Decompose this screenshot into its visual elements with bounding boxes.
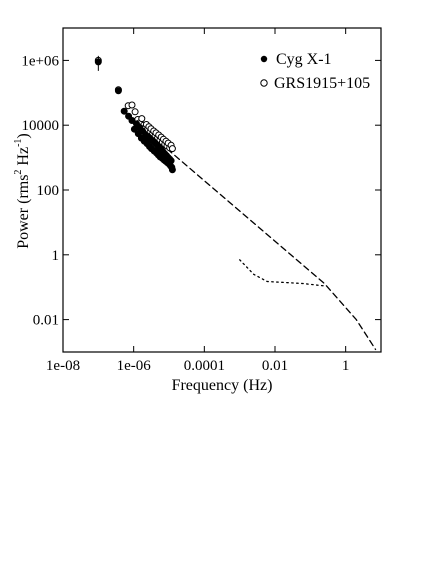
legend-marker-grs1915 — [260, 79, 268, 87]
axis-ticks: 1e-08 1e-06 0.0001 0.01 1 1e+06 10000 100 1 0.01 — [21, 28, 381, 374]
y-axis-label: Power (rms2 Hz-1) — [13, 133, 32, 249]
legend-label-grs1915: GRS1915+105 — [274, 75, 370, 92]
cyg-x1-point — [167, 157, 175, 165]
x-tick-label: 1e-08 — [46, 358, 80, 374]
y-tick-label: 100 — [37, 183, 60, 199]
x-tick-label: 0.0001 — [184, 358, 225, 374]
x-tick-label: 0.01 — [262, 358, 288, 374]
grs1915-point — [138, 115, 146, 123]
data-points — [94, 55, 176, 174]
x-tick-label: 1 — [342, 358, 350, 374]
cyg-x1-point — [114, 87, 122, 95]
y-tick-label: 0.01 — [33, 313, 59, 329]
x-axis-label: Frequency (Hz) — [172, 377, 273, 394]
y-tick-label: 1e+06 — [21, 53, 59, 69]
dotted-model-line — [239, 259, 326, 287]
y-tick-label: 10000 — [22, 118, 60, 134]
cyg-x1-point — [168, 166, 176, 174]
x-tick-label: 1e-06 — [117, 358, 152, 374]
grs1915-point — [131, 108, 139, 116]
legend-marker-cyg-x1 — [260, 55, 268, 63]
cyg-x1-point — [120, 107, 128, 115]
cyg-x1-point — [128, 117, 136, 124]
legend-label-cyg-x1: Cyg X-1 — [276, 51, 332, 68]
legend: Cyg X-1 GRS1915+105 — [260, 51, 370, 92]
grs1915-point — [168, 145, 176, 153]
grs1915-point — [128, 101, 136, 109]
y-tick-label: 1 — [52, 248, 60, 264]
